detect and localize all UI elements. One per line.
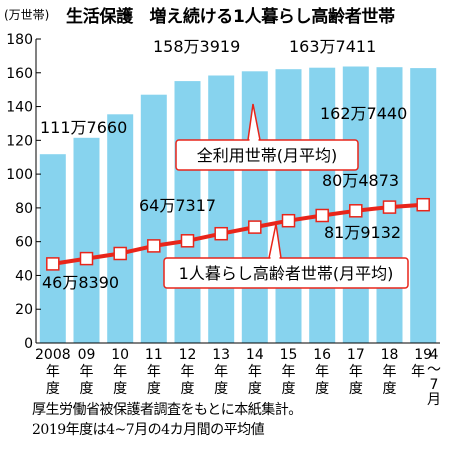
line-point-2008: [46, 257, 60, 271]
line-point-19: [416, 197, 430, 212]
x-tick-label-bottom: 年度: [383, 364, 397, 397]
data-label: 64万7317: [139, 196, 216, 215]
data-label: 46万8390: [42, 273, 119, 292]
line-point-15: [281, 213, 296, 228]
bar-12: [174, 81, 201, 343]
x-tick-label-top: 10: [111, 347, 129, 363]
bar-15: [275, 69, 302, 343]
bar-legend-label: 全利用世帯(月平均): [197, 146, 338, 165]
x-tick-label-top: 2008: [35, 347, 71, 363]
line-point-16: [315, 208, 329, 223]
x-tick-label-top: 11: [145, 347, 163, 363]
y-axis-unit-label: (万世帯): [4, 8, 50, 22]
data-label: 111万7660: [40, 118, 127, 137]
data-label: 158万3919: [153, 37, 240, 56]
bar-legend-box: [175, 139, 359, 171]
x-tick-label-bottom: 年度: [349, 364, 363, 397]
x-tick-label-bottom: 年度: [147, 364, 161, 397]
data-label: 81万9132: [324, 223, 401, 242]
bar-10: [107, 114, 134, 343]
x-tick-label-top: 19: [414, 347, 432, 363]
source-line-1: 厚生労働省被保護者調査をもとに本紙集計。: [32, 402, 302, 418]
bar-11: [140, 94, 167, 343]
x-tick-label-bottom: 年度: [248, 364, 262, 397]
data-label: 163万7411: [289, 37, 376, 56]
line-point-10: [113, 246, 127, 261]
line-point-13: [214, 226, 228, 241]
x-tick-label-bottom: 年度: [80, 364, 94, 397]
y-tick-label: 160: [6, 66, 33, 82]
source-line-2: 2019年度は4~7月の4カ月間の平均値: [32, 422, 265, 438]
y-tick-label: 40: [15, 268, 33, 284]
y-tick-label: 120: [6, 133, 33, 149]
x-tick-label-bottom: 年度: [46, 364, 60, 397]
y-tick-label: 100: [6, 167, 33, 183]
line-point-09: [79, 251, 94, 266]
x-tick-label-top: 09: [78, 347, 96, 363]
source-note: 厚生労働省被保護者調査をもとに本紙集計。 2019年度は4~7月の4カ月間の平均…: [32, 400, 302, 440]
x-tick-label-top: 15: [280, 347, 298, 363]
line-point-17: [349, 204, 363, 218]
y-tick-label: 180: [6, 32, 33, 48]
data-label: 162万7440: [320, 104, 407, 123]
bars-group: [39, 66, 437, 344]
line-legend-box: [163, 257, 409, 289]
x-tick-label-top: 17: [347, 347, 365, 363]
axis-group: 0204060801001201401601802008年度09年度10年度11…: [6, 32, 441, 408]
data-label: 80万4873: [322, 171, 399, 190]
y-tick-label: 140: [6, 100, 33, 116]
x-tick-label-top: 12: [179, 347, 197, 363]
y-tick-label: 60: [15, 235, 33, 251]
line-legend-label: 1人暮らし高齢者世帯(月平均): [179, 264, 394, 283]
line-series-group: [46, 197, 430, 271]
bar-2008: [39, 154, 66, 343]
x-tick-label-bottom: 年: [411, 364, 425, 380]
bar-16: [309, 67, 336, 343]
y-tick-label: 20: [15, 302, 33, 318]
x-tick-label-top: 16: [313, 347, 331, 363]
x-tick-label-bottom: 4 〜 7 月: [427, 347, 441, 408]
x-tick-label-bottom: 年度: [181, 364, 195, 397]
y-tick-label: 0: [24, 336, 33, 352]
labels-group: 全利用世帯(月平均) 1人暮らし高齢者世帯(月平均) 111万7660 158万391…: [40, 37, 409, 292]
bar-09: [73, 137, 100, 343]
line-point-14: [248, 220, 262, 234]
x-tick-label-bottom: 年度: [282, 364, 296, 397]
bar-13: [208, 75, 235, 343]
x-tick-label-bottom: 年度: [214, 364, 228, 397]
x-tick-label-top: 14: [246, 347, 264, 363]
chart-title: 生活保護 増え続ける1人暮らし高齢者世帯: [66, 7, 395, 27]
x-tick-label-top: 13: [212, 347, 230, 363]
x-tick-label-top: 18: [381, 347, 399, 363]
line-point-18: [382, 200, 397, 214]
y-tick-label: 80: [15, 201, 33, 217]
line-point-12: [180, 234, 195, 248]
line-point-11: [147, 239, 161, 253]
x-tick-label-bottom: 年度: [315, 364, 329, 397]
x-tick-label-bottom: 年度: [113, 364, 127, 397]
